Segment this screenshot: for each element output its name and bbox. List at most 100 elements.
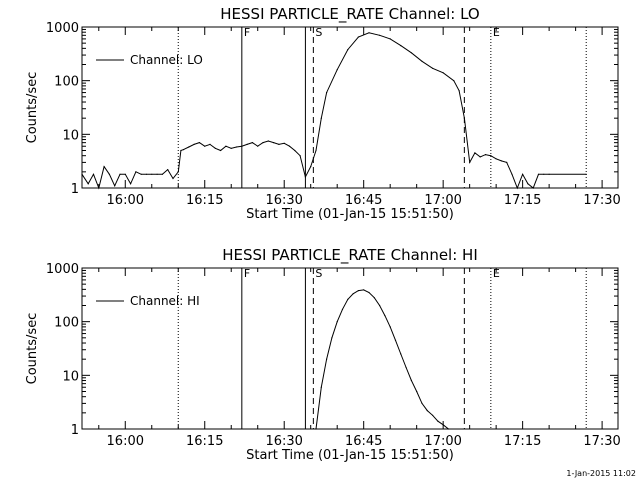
panel1-x-tick-label: 16:00 — [107, 193, 144, 208]
panel2-data-point — [315, 428, 317, 430]
panel2-time-marker-label: S — [315, 267, 322, 280]
panel1-data-point — [537, 173, 540, 175]
panel1-x-tick-label: 16:15 — [186, 193, 223, 208]
panel1-data-point — [357, 36, 359, 38]
panel1-data-point — [278, 143, 280, 145]
panel1-x-tick-label: 16:45 — [345, 193, 382, 208]
panel1-y-tick-label: 1000 — [46, 21, 79, 36]
panel1-time-marker-label: S — [315, 26, 322, 39]
panel1-data-point — [479, 156, 481, 158]
panel2-data-point — [410, 379, 412, 382]
panel2-y-tick-label: 1 — [71, 423, 79, 438]
panel1-data-point — [320, 117, 322, 119]
panel2-x-tick-label: 17:30 — [583, 434, 620, 449]
panel2-data-point — [384, 315, 386, 317]
panel1-data-point — [288, 145, 291, 147]
panel1-data-point — [585, 173, 587, 175]
panel2-x-tick-label: 16:00 — [107, 434, 144, 449]
panel1-data-point — [368, 32, 370, 34]
panel1-data-point — [421, 60, 423, 62]
panel2-data-point — [357, 290, 359, 292]
panel1-data-point — [262, 142, 264, 144]
panel1-data-point — [246, 143, 248, 145]
panel1-data-point — [204, 145, 206, 147]
panel1-data-point — [304, 176, 306, 178]
panel1-data-point — [310, 166, 312, 168]
panel2-data-point — [363, 289, 365, 291]
panel2-series-line — [315, 289, 449, 430]
panel2-data-point — [331, 337, 333, 339]
panel2-x-tick-label: 17:00 — [424, 434, 461, 449]
panel2-data-point — [447, 428, 450, 430]
panel2-data-point — [379, 304, 381, 307]
panel2-data-point — [400, 353, 402, 355]
panel1-data-point — [103, 166, 105, 168]
panel2-data-point — [352, 293, 354, 295]
panel2-data-point — [373, 297, 375, 299]
panel1-x-tick-label: 17:15 — [504, 193, 541, 208]
panel1-data-point — [474, 152, 476, 154]
panel2-x-tick-label: 16:30 — [265, 434, 302, 449]
panel1-y-axis-title: Counts/sec — [25, 72, 40, 144]
panel1-data-point — [108, 173, 110, 175]
panel2-data-point — [426, 410, 428, 412]
panel1-data-point — [532, 187, 534, 189]
panel2-data-point — [416, 390, 418, 393]
panel2-time-marker-label: E — [493, 267, 500, 280]
panel2-plot-frame — [81, 267, 619, 430]
panel1-data-point — [453, 80, 455, 82]
panel1-data-point — [315, 149, 317, 152]
panel1-data-point — [294, 149, 296, 152]
panel1-data-point — [114, 185, 116, 187]
panel1-data-point — [511, 173, 513, 175]
panel1-data-point — [193, 143, 195, 145]
panel1-data-point — [241, 145, 243, 147]
panel1-data-point — [516, 187, 518, 189]
panel2-x-tick-label: 17:15 — [504, 434, 541, 449]
panel2-x-axis-title: Start Time (01-Jan-15 15:51:50) — [246, 448, 454, 463]
panel1-plot-frame — [81, 26, 619, 189]
panel1-data-point — [463, 117, 465, 119]
panel1-data-point — [151, 173, 153, 175]
panel1-data-point — [527, 183, 529, 185]
panel1-data-point — [490, 155, 492, 157]
panel1-x-axis-title: Start Time (01-Jan-15 15:51:50) — [246, 207, 454, 222]
panel1-data-point — [469, 161, 471, 163]
panel1-y-tick-label: 10 — [62, 128, 79, 143]
panel1-data-point — [98, 187, 100, 189]
panel1-data-point — [251, 142, 253, 144]
panel1-data-point — [145, 173, 148, 175]
panel2-data-point — [442, 424, 444, 426]
panel1-data-point — [214, 147, 216, 149]
panel1-data-point — [124, 173, 126, 175]
panel1-data-point — [389, 38, 391, 40]
panel1-data-point — [140, 173, 142, 175]
panel2-y-tick-label: 10 — [62, 369, 79, 384]
panel2-data-point — [347, 298, 349, 300]
panel1-data-point — [484, 154, 487, 156]
panel2-data-point — [326, 358, 328, 360]
panel1-y-tick-label: 100 — [54, 75, 79, 90]
panel1-data-point — [180, 149, 182, 152]
panel1-data-point — [410, 52, 412, 54]
panel1-data-point — [506, 161, 508, 163]
panel2-data-point — [432, 414, 434, 416]
panel1-data-point — [458, 90, 460, 92]
panel1-x-tick-label: 17:00 — [424, 193, 461, 208]
panel1-data-point — [92, 173, 95, 175]
panel1-data-point — [172, 177, 174, 180]
panel1-data-point — [135, 171, 137, 173]
panel2-data-point — [405, 366, 407, 369]
panel1-y-tick-label: 1 — [71, 182, 79, 197]
panel2-y-axis-title: Counts/sec — [25, 313, 40, 385]
panel2-data-point — [394, 339, 397, 341]
panel1-data-point — [283, 142, 285, 144]
panel1-data-point — [198, 142, 200, 144]
panel2-data-point — [320, 386, 322, 388]
panel1-x-tick-label: 16:30 — [265, 193, 302, 208]
panel1-data-point — [442, 72, 444, 74]
panel1-data-point — [188, 146, 190, 148]
panel1-data-point — [495, 158, 497, 160]
panel1-data-point — [257, 145, 259, 147]
